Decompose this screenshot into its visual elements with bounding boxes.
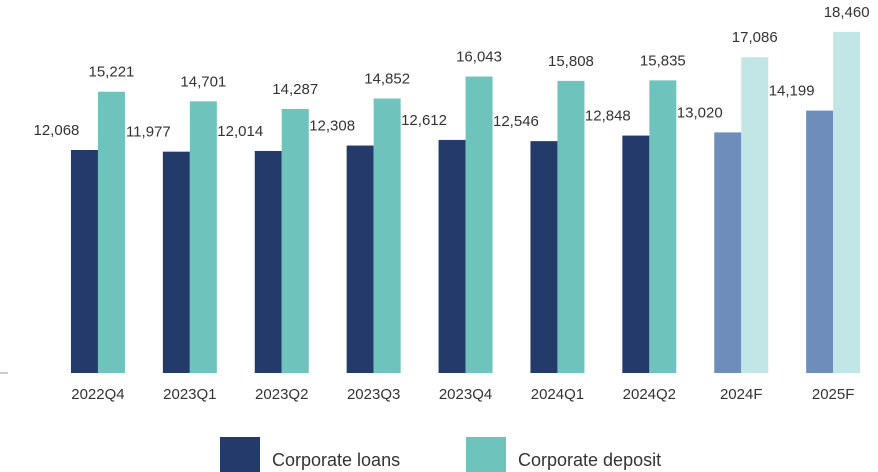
bar: [649, 80, 677, 373]
data-label: 12,308: [309, 118, 355, 135]
data-label: 12,848: [585, 108, 631, 125]
x-tick-label: 2023Q1: [163, 386, 216, 403]
x-tick-label: 2022Q4: [71, 386, 124, 403]
data-label: 12,612: [401, 112, 447, 129]
bar: [189, 101, 217, 373]
bar: [714, 132, 742, 373]
x-tick-label: 2024Q1: [531, 386, 584, 403]
bar: [438, 139, 466, 373]
data-label: 15,221: [89, 64, 135, 81]
legend-label: Corporate deposit: [518, 450, 661, 470]
data-label: 15,808: [548, 53, 594, 70]
data-label: 14,852: [364, 71, 410, 88]
bar: [622, 135, 650, 373]
data-label: 13,020: [677, 104, 723, 121]
bar: [70, 149, 98, 373]
data-label: 16,043: [456, 48, 502, 65]
data-label: 15,835: [640, 52, 686, 69]
x-tick-label: 2025F: [812, 386, 855, 403]
bar: [254, 150, 282, 373]
x-tick-label: 2024F: [720, 386, 763, 403]
data-label: 12,546: [493, 113, 539, 130]
data-label: 14,287: [272, 81, 318, 98]
bar: [465, 76, 493, 373]
data-label: 14,199: [769, 83, 815, 100]
data-label: 14,701: [180, 73, 226, 90]
bar: [833, 31, 861, 374]
bar: [281, 108, 309, 373]
data-label: 12,068: [34, 122, 80, 139]
x-tick-label: 2023Q4: [439, 386, 492, 403]
data-label: 11,977: [126, 124, 171, 141]
bar: [741, 57, 769, 373]
bar: [806, 110, 834, 373]
legend-swatch: [466, 437, 506, 472]
x-tick-label: 2023Q2: [255, 386, 308, 403]
legend-swatch: [220, 437, 260, 472]
bar: [530, 141, 558, 373]
legend-label: Corporate loans: [272, 450, 400, 470]
bar: [97, 91, 125, 374]
bar: [557, 80, 585, 373]
x-tick-label: 2023Q3: [347, 386, 400, 403]
data-label: 12,014: [217, 123, 263, 140]
bar: [346, 145, 374, 373]
bar: [162, 151, 190, 373]
x-tick-label: 2024Q2: [623, 386, 676, 403]
data-label: 17,086: [732, 29, 778, 46]
bar: [373, 98, 401, 374]
data-label: 18,460: [824, 4, 870, 21]
